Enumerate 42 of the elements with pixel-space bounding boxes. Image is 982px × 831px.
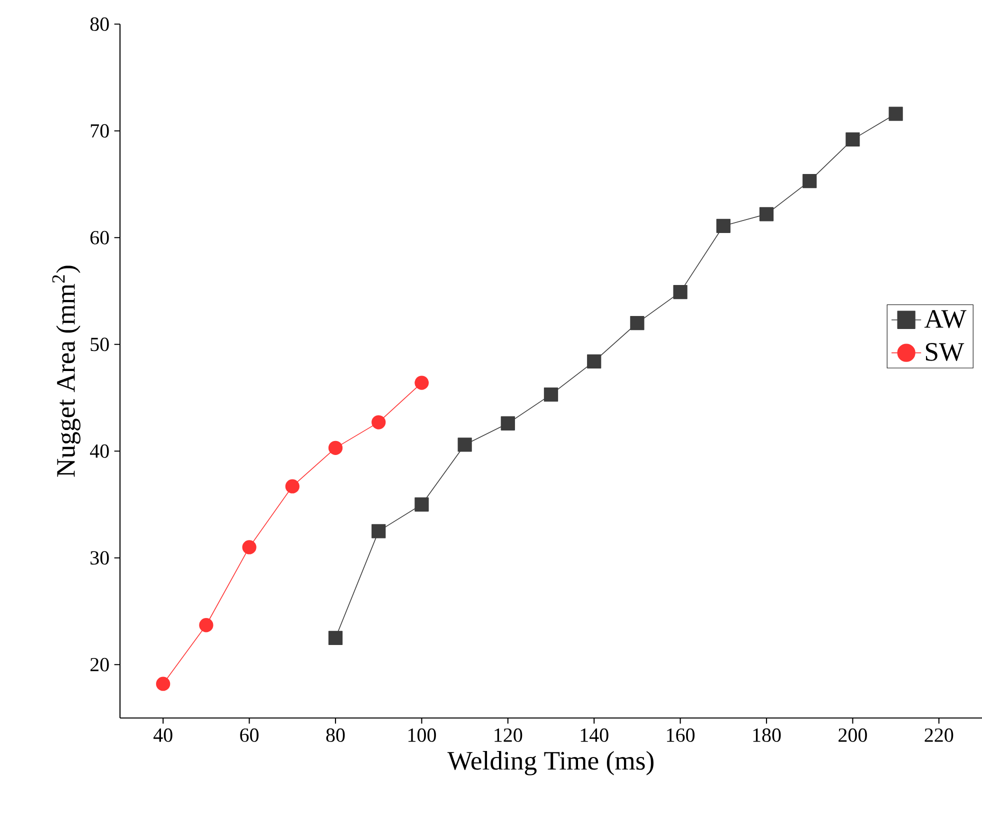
point <box>716 218 730 233</box>
y-tick-label: 80 <box>90 17 109 31</box>
point <box>328 440 343 455</box>
y-tick-label: 40 <box>90 444 109 458</box>
point <box>802 174 817 188</box>
x-tick-label: 40 <box>153 728 172 742</box>
point <box>285 479 300 494</box>
x-tick-label: 160 <box>667 728 695 742</box>
legend-label: AW <box>924 310 966 328</box>
point <box>414 376 429 390</box>
y-axis-title: Nugget Area (mm$^{2}$) <box>52 266 80 477</box>
x-tick-label: 220 <box>924 728 954 742</box>
x-tick-label: 80 <box>326 728 345 742</box>
y-tick-label: 30 <box>90 551 109 565</box>
point <box>242 540 256 554</box>
point <box>199 618 214 632</box>
point <box>846 132 860 146</box>
x-tick-label: 140 <box>580 728 608 742</box>
point <box>673 284 688 300</box>
x-tick-label: 200 <box>838 728 867 742</box>
x-tick-label: 120 <box>494 728 522 742</box>
point <box>630 316 644 330</box>
y-tick-label: 50 <box>90 338 109 352</box>
point <box>372 524 386 538</box>
point <box>500 416 515 430</box>
y-tick-label: 20 <box>90 658 109 672</box>
x-tick-label: 180 <box>753 728 781 742</box>
legend-label: SW <box>926 342 964 362</box>
point <box>587 354 602 368</box>
point <box>156 676 170 691</box>
point <box>414 497 429 512</box>
x-tick-label: 100 <box>408 728 436 742</box>
x-axis-title: Welding Time (ms) <box>447 751 654 776</box>
y-tick-label: 70 <box>90 124 109 138</box>
point <box>458 438 472 452</box>
point <box>372 415 386 430</box>
point <box>759 207 774 222</box>
x-tick-label: 60 <box>240 728 259 742</box>
y-tick-label: 60 <box>90 230 109 244</box>
point <box>544 387 558 402</box>
point <box>888 106 903 121</box>
point <box>328 630 343 645</box>
